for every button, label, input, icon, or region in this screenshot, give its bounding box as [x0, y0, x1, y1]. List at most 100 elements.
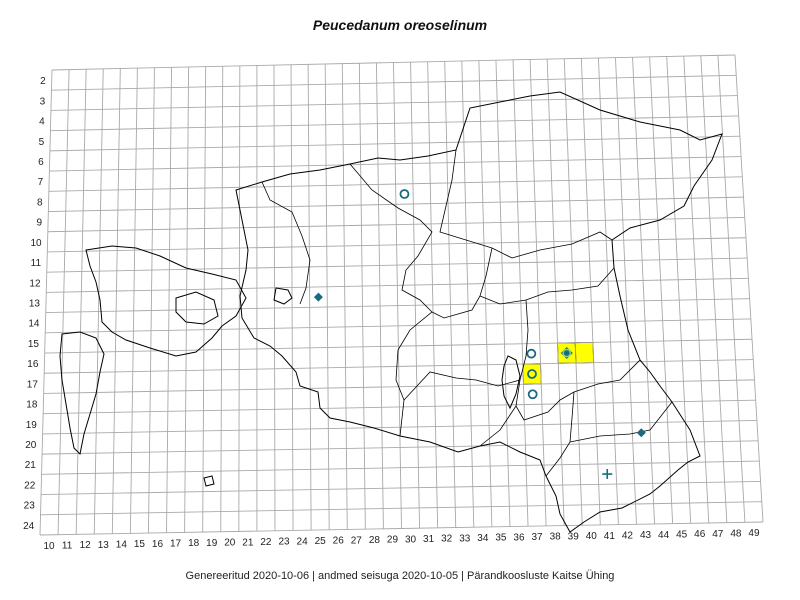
- grid-hline: [49, 135, 740, 152]
- record-diamond-marker: [636, 428, 646, 438]
- grid-vline: [57, 69, 70, 535]
- grid-vline: [39, 69, 53, 536]
- island-hiiumaa: [59, 331, 105, 456]
- grid-hline: [48, 176, 743, 192]
- column-label: 27: [351, 535, 363, 546]
- island-kihnu: [203, 475, 215, 487]
- grid-vline: [512, 59, 529, 527]
- grid-hline: [41, 460, 760, 475]
- grid-hline: [46, 257, 748, 273]
- column-label: 38: [550, 532, 562, 543]
- grid-hline: [43, 399, 756, 415]
- grid-vline: [734, 54, 764, 523]
- column-label: 31: [423, 534, 435, 545]
- column-label: 34: [477, 533, 489, 544]
- grid-vline: [307, 64, 312, 531]
- grid-vline: [393, 62, 402, 529]
- grid-hline: [50, 115, 739, 132]
- record-circle-marker: [562, 348, 572, 358]
- grid-vline: [324, 63, 330, 530]
- record-cross-marker: [602, 469, 613, 480]
- row-label: 13: [29, 299, 41, 310]
- grid-hline: [48, 196, 744, 212]
- column-label: 33: [459, 533, 471, 544]
- grid-vline: [148, 67, 155, 534]
- column-label: 35: [495, 533, 507, 544]
- column-label: 10: [43, 541, 55, 552]
- column-label: 18: [188, 538, 200, 549]
- grid-hline: [42, 440, 759, 455]
- grid-hline: [42, 420, 757, 435]
- grid-vline: [700, 55, 728, 523]
- grid-hline: [46, 277, 749, 293]
- grid-vline: [410, 62, 421, 529]
- grid-vline: [444, 61, 457, 528]
- column-label: 43: [640, 530, 652, 541]
- row-label: 19: [26, 420, 38, 431]
- column-label: 36: [513, 532, 525, 543]
- column-label: 48: [730, 528, 742, 539]
- record-circle-marker: [527, 389, 538, 400]
- grid-vline: [615, 57, 637, 525]
- row-label: 14: [28, 319, 40, 330]
- grid-vline: [111, 68, 121, 534]
- grid-vline: [358, 63, 366, 530]
- occurrence-markers: [313, 189, 646, 480]
- grid-hline: [39, 521, 764, 536]
- column-label: 46: [694, 529, 706, 540]
- grid-vline: [220, 66, 224, 532]
- column-label: 17: [170, 539, 182, 550]
- column-label: 44: [658, 530, 670, 541]
- column-label: 15: [134, 539, 146, 550]
- row-label: 10: [30, 238, 42, 249]
- column-label: 22: [260, 537, 272, 548]
- axis-labels: 10 11 12 13 14 15 16 17 18 19 20 21 22 23 24 25 26 27 28 29…: [23, 76, 760, 552]
- column-label: 32: [441, 534, 453, 545]
- grid-vline: [546, 59, 565, 526]
- column-label: 25: [315, 536, 327, 547]
- column-label: 13: [98, 540, 110, 551]
- grid-vline: [495, 60, 511, 527]
- county-borders: [261, 149, 673, 477]
- map-title: Peucedanum oreoselinum: [312, 17, 488, 33]
- row-label: 16: [27, 359, 39, 370]
- column-label: 23: [278, 537, 290, 548]
- grid-hline: [40, 501, 762, 516]
- column-label: 29: [387, 535, 399, 546]
- column-label: 19: [206, 538, 218, 549]
- row-label: 22: [24, 480, 36, 491]
- grid-vline: [427, 61, 439, 528]
- island-saaremaa: [85, 245, 247, 357]
- grid-vline: [717, 55, 746, 523]
- column-label: 49: [748, 528, 760, 539]
- grid-hline: [50, 95, 738, 111]
- grid-hline: [45, 298, 750, 314]
- row-label: 11: [31, 258, 42, 269]
- row-label: 7: [38, 177, 44, 188]
- grid-vline: [184, 66, 190, 533]
- row-label: 3: [40, 96, 46, 107]
- row-label: 9: [37, 218, 43, 229]
- grid-vline: [461, 60, 475, 528]
- grid-vline: [580, 58, 601, 525]
- record-circle-marker: [526, 348, 537, 359]
- grid-vline: [375, 62, 384, 529]
- row-label: 18: [26, 400, 38, 411]
- column-label: 12: [80, 540, 92, 551]
- row-label: 5: [39, 137, 45, 148]
- record-diamond-marker: [313, 292, 323, 302]
- grid-hline: [41, 480, 761, 496]
- grid-vline: [632, 57, 655, 524]
- mainland-outline: [235, 91, 723, 533]
- row-label: 2: [40, 76, 46, 87]
- grid-vline: [478, 60, 493, 527]
- column-label: 21: [242, 537, 254, 548]
- row-label: 23: [24, 501, 36, 512]
- column-label: 39: [568, 531, 580, 542]
- grid-hline: [51, 74, 737, 91]
- row-label: 20: [25, 440, 37, 451]
- row-label: 17: [27, 379, 39, 390]
- grid-vline: [649, 56, 674, 524]
- lake-outline: [501, 355, 521, 410]
- column-label: 37: [532, 532, 544, 543]
